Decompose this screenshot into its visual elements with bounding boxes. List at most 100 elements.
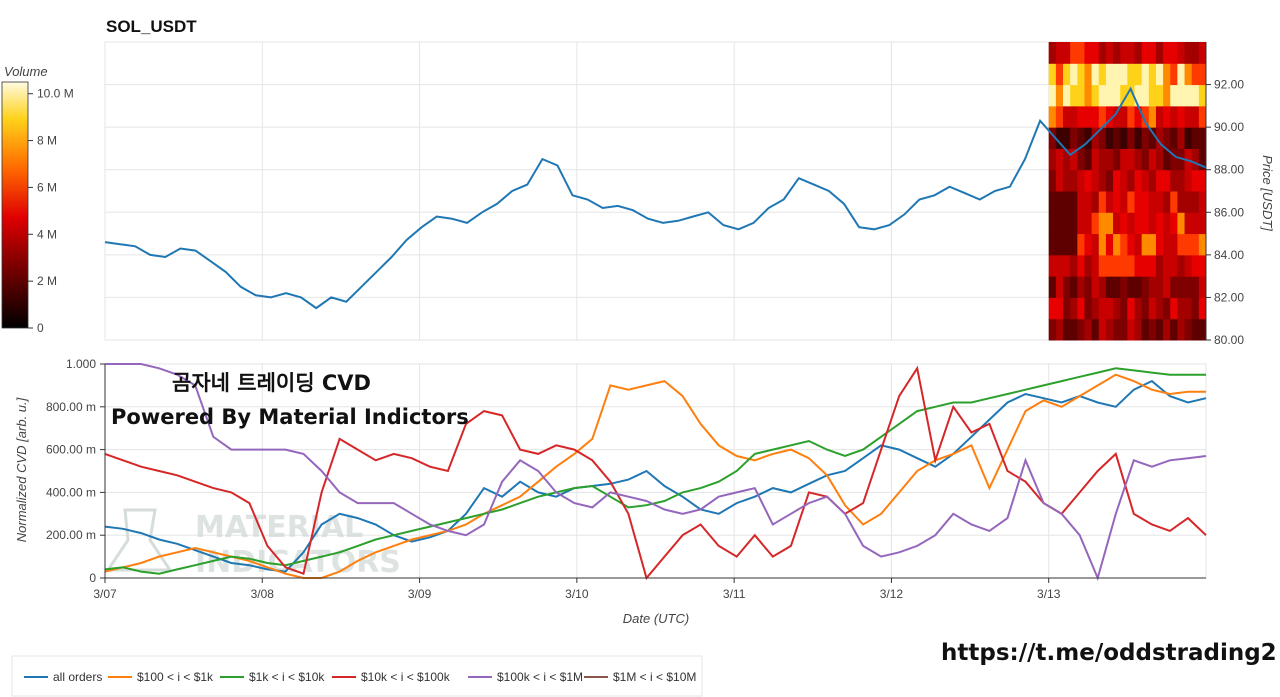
- heatmap-cell: [1191, 127, 1200, 149]
- cvd-axis-label: Normalized CVD [arb. u.]: [14, 397, 29, 542]
- heatmap-cell: [1141, 105, 1150, 128]
- heatmap-cell: [1170, 212, 1178, 235]
- price-grid: [104, 42, 1207, 341]
- heatmap-cell: [1084, 254, 1093, 277]
- heatmap-cell: [1077, 105, 1085, 128]
- heatmap-cell: [1177, 42, 1186, 64]
- legend-label-s100k_1m: $100k < i < $1M: [497, 670, 583, 684]
- heatmap-cell: [1105, 191, 1114, 213]
- heatmap-cell: [1134, 297, 1143, 320]
- heatmap-cell: [1134, 254, 1143, 277]
- cvd-line-s100_1k: [104, 373, 1206, 579]
- heatmap-cell: [1113, 254, 1121, 277]
- heatmap-cell: [1127, 233, 1136, 256]
- colorbar-ticks: 0 2 M 4 M 6 M 8 M 10.0 M: [28, 87, 74, 335]
- heatmap-cell: [1127, 63, 1136, 86]
- heatmap-cell: [1155, 276, 1164, 298]
- heatmap-cell: [1170, 105, 1178, 128]
- heatmap-cell: [1098, 169, 1107, 192]
- heatmap-cell: [1084, 191, 1093, 213]
- heatmap-cell: [1055, 84, 1064, 107]
- heatmap-cell: [1063, 148, 1071, 171]
- heatmap-cell: [1105, 254, 1114, 277]
- heatmap-cell: [1063, 318, 1071, 341]
- heatmap-cell: [1091, 148, 1100, 171]
- heatmap-cell: [1141, 212, 1150, 235]
- heatmap-cell: [1077, 42, 1085, 64]
- cvd-tick-label: 1.000: [66, 357, 96, 371]
- colorbar-tick-label: 8 M: [37, 134, 57, 148]
- heatmap-cell: [1048, 297, 1057, 320]
- heatmap-cell: [1063, 169, 1071, 192]
- heatmap-cell: [1127, 169, 1136, 192]
- heatmap-cell: [1091, 254, 1100, 277]
- heatmap-cell: [1091, 127, 1100, 149]
- heatmap-cell: [1091, 212, 1100, 235]
- heatmap-cell: [1120, 212, 1128, 235]
- heatmap-cell: [1134, 318, 1143, 341]
- heatmap-cell: [1127, 127, 1136, 149]
- heatmap-cell: [1163, 84, 1171, 107]
- heatmap-cell: [1048, 169, 1057, 192]
- chart-title: SOL_USDT: [106, 17, 197, 36]
- heatmap-cell: [1191, 276, 1200, 298]
- heatmap-cell: [1055, 169, 1064, 192]
- heatmap-cell: [1163, 233, 1171, 256]
- heatmap-cell: [1105, 276, 1114, 298]
- heatmap-cell: [1177, 212, 1186, 235]
- heatmap-cell: [1055, 318, 1064, 341]
- telegram-link[interactable]: https://t.me/oddstrading2: [941, 640, 1277, 666]
- heatmap-cell: [1084, 276, 1093, 298]
- heatmap-cell: [1084, 148, 1093, 171]
- colorbar-tick-label: 10.0 M: [37, 87, 74, 101]
- heatmap-cell: [1077, 148, 1085, 171]
- heatmap-cell: [1063, 212, 1071, 235]
- heatmap-cell: [1070, 169, 1078, 192]
- heatmap-cell: [1148, 127, 1157, 149]
- heatmap-cell: [1063, 191, 1071, 213]
- heatmap-cell: [1163, 212, 1171, 235]
- overlay-title: 곰자네 트레이딩 CVD: [172, 371, 371, 395]
- heatmap-cell: [1198, 105, 1207, 128]
- heatmap-cell: [1127, 318, 1136, 341]
- heatmap-cell: [1148, 212, 1157, 235]
- heatmap-cell: [1177, 276, 1186, 298]
- date-axis: 3/07 3/08 3/09 3/10 3/11 3/12 3/13: [93, 577, 1206, 601]
- heatmap-cell: [1063, 254, 1071, 277]
- heatmap-cell: [1098, 148, 1107, 171]
- heatmap-cell: [1120, 63, 1128, 86]
- heatmap-cell: [1177, 191, 1186, 213]
- legend-label-s1m_10m: $1M < i < $10M: [613, 670, 696, 684]
- colorbar-tick-label: 4 M: [37, 227, 57, 241]
- price-axis: 80.00 82.00 84.00 86.00 88.00 90.00 92.00: [1205, 42, 1244, 347]
- heatmap-cell: [1155, 233, 1164, 256]
- heatmap-cell: [1177, 233, 1186, 256]
- heatmap-cell: [1120, 169, 1128, 192]
- heatmap-cell: [1084, 127, 1093, 149]
- heatmap-cell: [1170, 233, 1178, 256]
- heatmap-cell: [1170, 297, 1178, 320]
- colorbar-tick-label: 2 M: [37, 274, 57, 288]
- heatmap-cell: [1077, 318, 1085, 341]
- heatmap-cell: [1177, 127, 1186, 149]
- heatmap-cell: [1084, 63, 1093, 86]
- heatmap-cell: [1091, 276, 1100, 298]
- heatmap-cell: [1084, 105, 1093, 128]
- heatmap-cell: [1063, 297, 1071, 320]
- colorbar-label: Volume: [4, 64, 48, 79]
- date-tick-label: 3/09: [408, 587, 432, 601]
- heatmap-cell: [1113, 233, 1121, 256]
- heatmap-cell: [1184, 297, 1193, 320]
- cvd-line-s1k_10k: [104, 367, 1206, 575]
- heatmap-cell: [1055, 212, 1064, 235]
- legend-label-s100_1k: $100 < i < $1k: [137, 670, 214, 684]
- heatmap-cell: [1113, 84, 1121, 107]
- heatmap-cell: [1055, 127, 1064, 149]
- price-tick-label: 86.00: [1214, 205, 1244, 219]
- heatmap-cell: [1070, 42, 1078, 64]
- heatmap-cell: [1170, 318, 1178, 341]
- heatmap-cell: [1177, 318, 1186, 341]
- heatmap-cell: [1163, 63, 1171, 86]
- heatmap-cell: [1191, 42, 1200, 64]
- heatmap-cell: [1155, 63, 1164, 86]
